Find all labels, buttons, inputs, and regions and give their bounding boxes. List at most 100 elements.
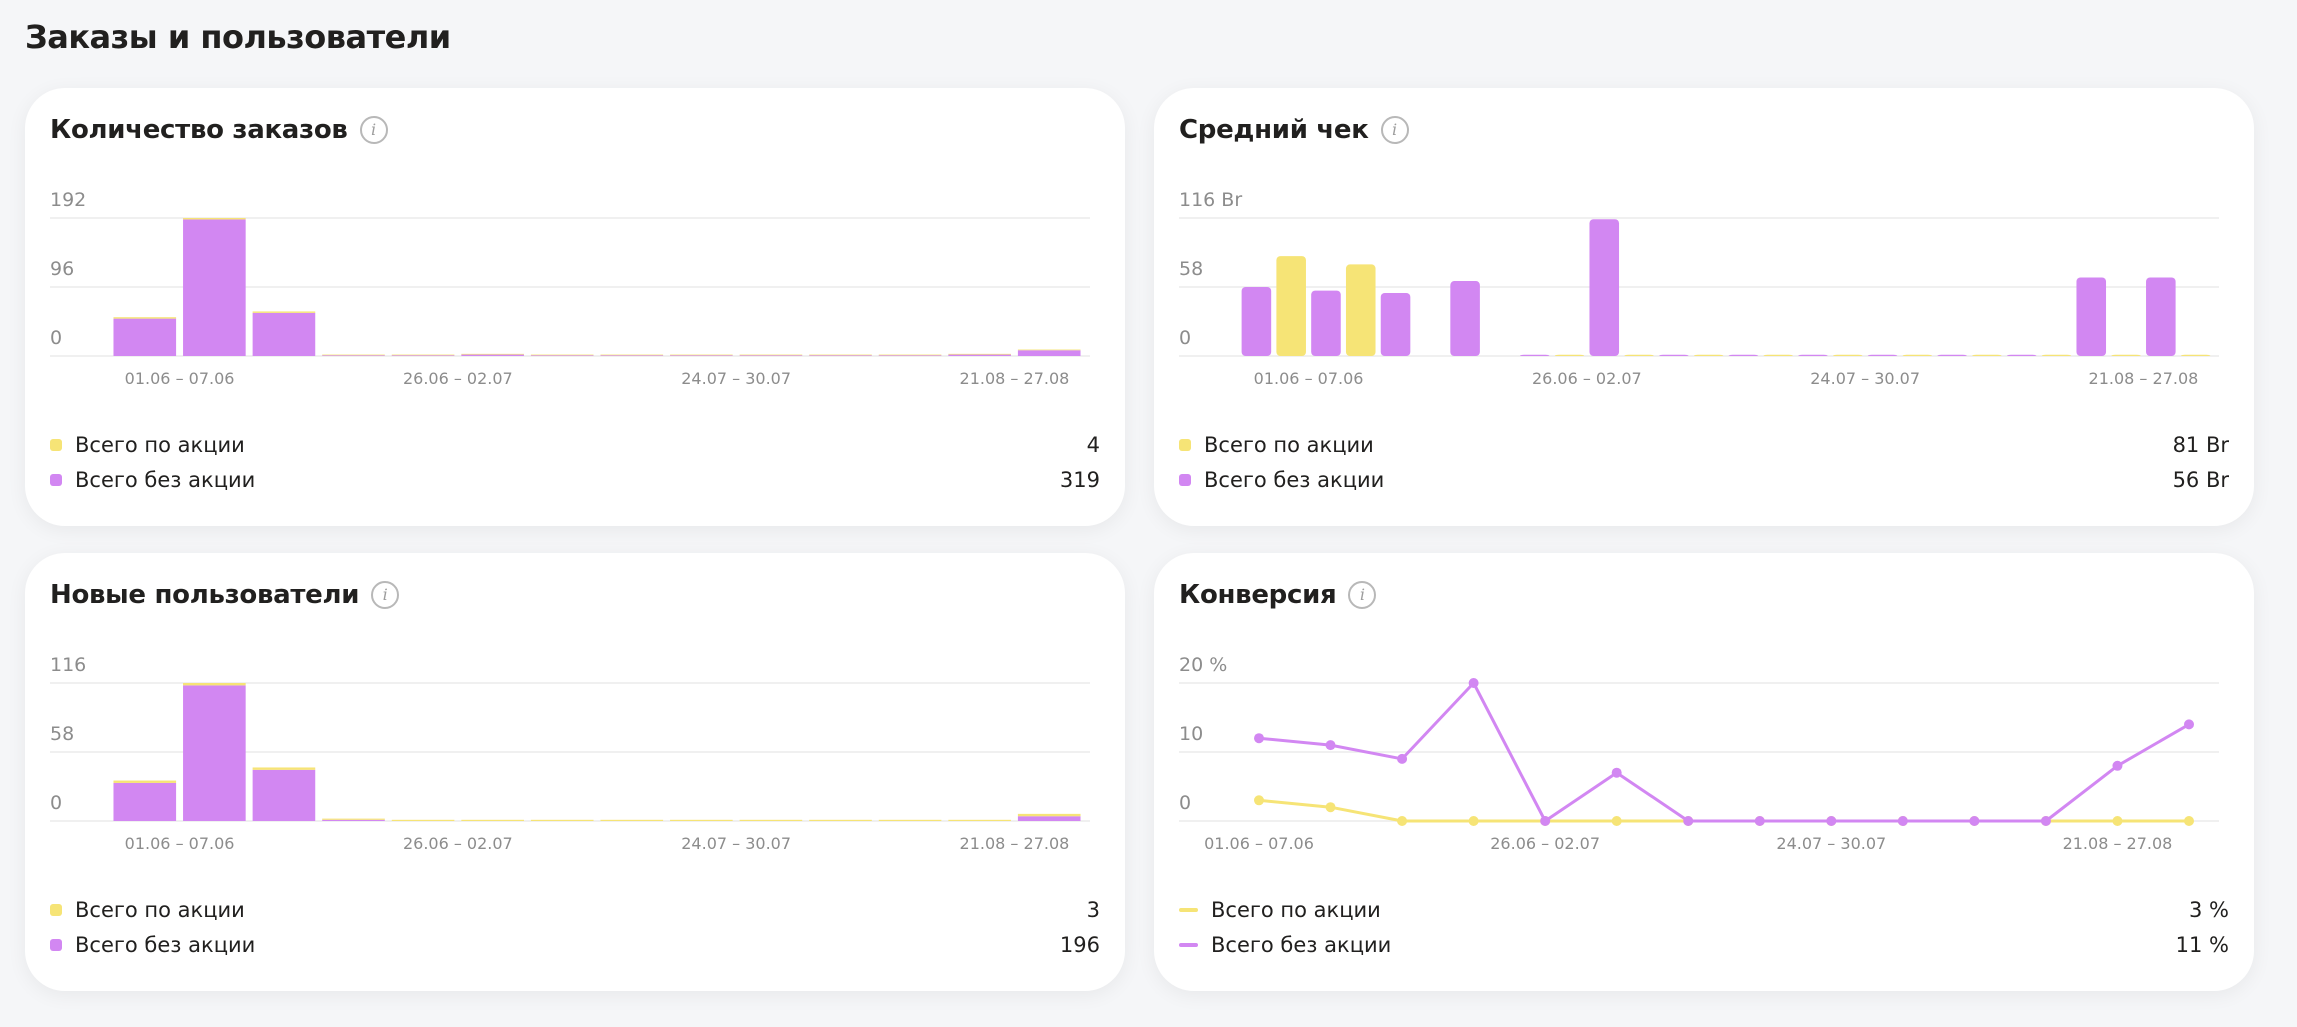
page-title: Заказы и пользователи [25, 18, 451, 56]
bar-promo [113, 317, 177, 319]
legend-swatch-nopromo [1179, 942, 1198, 947]
card-header: Конверсия i [1179, 565, 1377, 625]
card-title: Средний чек [1179, 115, 1369, 145]
y-tick-label: 0 [50, 327, 62, 349]
legend-label: Всего без акции [75, 467, 256, 492]
legend-item-nopromo: Всего без акции 11 % [1179, 927, 2229, 962]
legend-value: 3 % [2189, 897, 2229, 922]
bar-promo [2111, 354, 2141, 356]
legend-label: Всего по акции [75, 897, 245, 922]
bar-nopromo [461, 354, 524, 356]
average-check-chart: 0 58 116 Br 01.06 – 07.06 26.06 – 02.07 24.07… [1179, 189, 2219, 388]
legend-value: 4 [1086, 432, 1100, 457]
bar-promo [322, 354, 385, 356]
y-tick-label: 0 [1179, 792, 1191, 814]
bar-promo [530, 354, 594, 356]
bar-promo [461, 819, 524, 821]
info-icon[interactable]: i [1380, 116, 1409, 144]
bar-nopromo [113, 318, 177, 356]
nopromo-point [1826, 816, 1837, 826]
bar-promo [1832, 354, 1863, 356]
y-tick-label: 192 [50, 189, 86, 211]
chart-legend: Всего по акции 3 Всего без акции 196 [50, 892, 1100, 962]
bar-promo [670, 354, 733, 356]
legend-swatch-promo [50, 438, 62, 451]
bar-nopromo [322, 819, 385, 821]
new-users-card: Новые пользователи i 0 58 116 01.06 – 07.06… [25, 553, 1125, 991]
bar-nopromo [670, 355, 733, 356]
bar-nopromo [183, 685, 246, 821]
legend-swatch-nopromo [1179, 473, 1191, 486]
bar-promo [1017, 813, 1081, 817]
legend-value: 11 % [2175, 932, 2229, 957]
y-tick-label: 10 [1179, 723, 1203, 745]
bar-promo [1554, 354, 1585, 356]
x-tick-label: 24.07 – 30.07 [681, 369, 791, 388]
bar-nopromo [183, 219, 246, 356]
chart-legend: Всего по акции 4 Всего без акции 319 [50, 427, 1100, 497]
x-tick-label: 01.06 – 07.06 [1204, 834, 1314, 853]
legend-value: 3 [1086, 897, 1100, 922]
card-title: Конверсия [1179, 580, 1337, 610]
bar-nopromo [252, 312, 316, 356]
nopromo-point [1683, 816, 1694, 826]
info-icon[interactable]: i [1348, 581, 1377, 609]
x-tick-label: 21.08 – 27.08 [960, 834, 1070, 853]
bar-promo [600, 354, 664, 356]
x-tick-label: 26.06 – 02.07 [1490, 834, 1600, 853]
legend-item-promo: Всего по акции 81 Br [1179, 427, 2229, 462]
y-tick-label: 58 [1179, 258, 1203, 280]
nopromo-point [1754, 816, 1765, 826]
nopromo-line [1258, 681, 2190, 823]
new-users-chart: 0 58 116 01.06 – 07.06 26.06 – 02.07 24.07 – … [50, 654, 1090, 853]
bar-nopromo [113, 782, 177, 821]
bar-nopromo [2006, 354, 2037, 356]
promo-point [2184, 816, 2194, 826]
chart-legend: Всего по акции 81 Br Всего без акции 56 … [1179, 427, 2229, 497]
legend-swatch-promo [1179, 907, 1198, 912]
card-header: Количество заказов i [50, 100, 388, 160]
x-tick-label: 01.06 – 07.06 [125, 834, 235, 853]
bar-promo [391, 819, 455, 821]
legend-item-nopromo: Всего без акции 319 [50, 462, 1100, 497]
bar-nopromo [1017, 816, 1081, 821]
orders-count-chart: 0 96 192 01.06 – 07.06 26.06 – 02.07 24.07 – … [50, 189, 1090, 388]
legend-value: 319 [1059, 467, 1100, 492]
bar-nopromo [1589, 219, 1620, 356]
nopromo-point [1969, 816, 1980, 826]
bar-promo [948, 819, 1011, 821]
bar-promo [461, 353, 524, 355]
bar-promo [878, 819, 942, 821]
y-tick-label: 0 [50, 792, 62, 814]
legend-swatch-nopromo [50, 938, 62, 951]
info-icon[interactable]: i [359, 116, 388, 144]
bar-nopromo [739, 355, 803, 356]
bar-promo [1276, 256, 1306, 356]
info-icon[interactable]: i [371, 581, 400, 609]
legend-swatch-promo [1179, 438, 1191, 451]
card-header: Средний чек i [1179, 100, 1409, 160]
bar-nopromo [1519, 354, 1550, 356]
bar-promo [322, 818, 385, 820]
legend-label: Всего без акции [1204, 467, 1385, 492]
bar-nopromo [1798, 354, 1828, 356]
y-tick-label: 20 % [1179, 654, 1227, 676]
bar-promo [809, 354, 872, 356]
promo-point [1254, 795, 1264, 806]
bar-nopromo [1017, 350, 1081, 356]
bar-nopromo [2076, 277, 2107, 356]
legend-label: Всего по акции [75, 432, 245, 457]
promo-point [2112, 816, 2123, 826]
legend-value: 56 Br [2172, 467, 2229, 492]
promo-point [1325, 802, 1336, 813]
legend-value: 196 [1059, 932, 1100, 957]
bar-nopromo [1380, 292, 1411, 356]
bar-promo [739, 354, 803, 356]
y-tick-label: 116 [50, 654, 86, 676]
bar-promo [113, 780, 177, 783]
bar-promo [600, 819, 664, 821]
legend-label: Всего без акции [75, 932, 256, 957]
card-title: Новые пользователи [50, 580, 360, 610]
orders-count-card: Количество заказов i 0 96 192 01.06 – 07.06… [25, 88, 1125, 526]
bar-nopromo [252, 769, 316, 821]
